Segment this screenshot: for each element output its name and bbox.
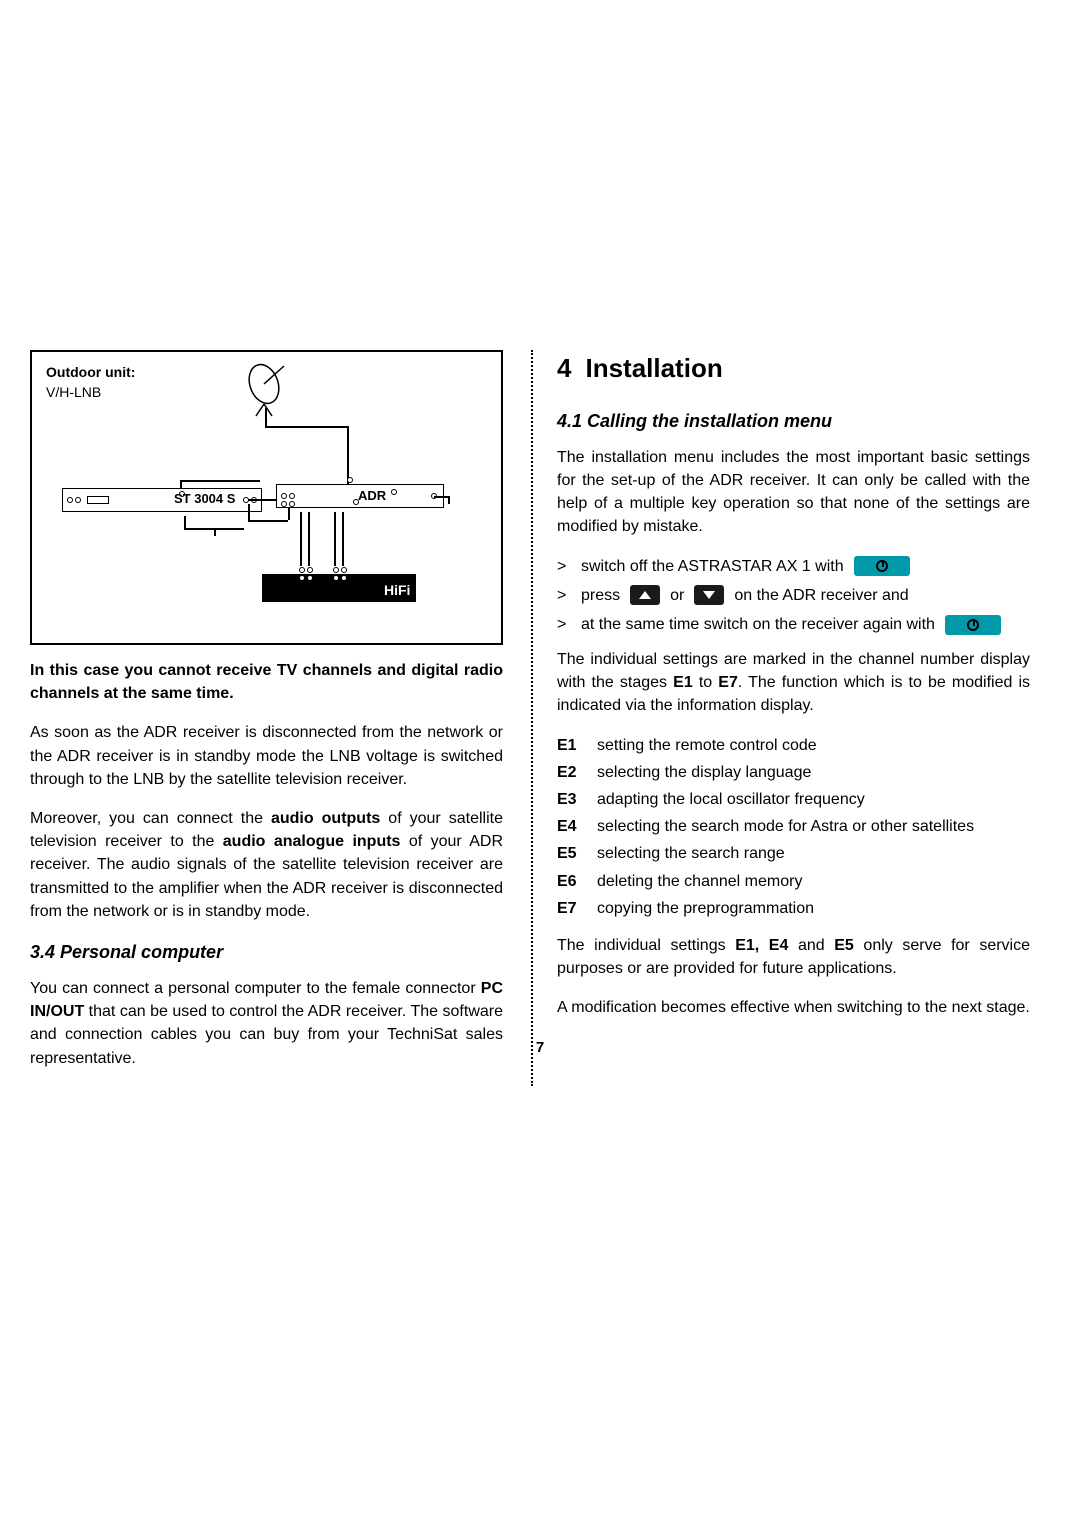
disconnect-para: As soon as the ADR receiver is disconnec… <box>30 721 503 791</box>
page-number: 7 <box>536 1039 544 1056</box>
e-val: setting the remote control code <box>597 734 817 757</box>
e-row: E4 selecting the search mode for Astra or… <box>557 815 1030 838</box>
pc-para: You can connect a personal computer to t… <box>30 977 503 1070</box>
page-root: Outdoor unit: V/H-LNB <box>0 0 1080 1526</box>
left-column: Outdoor unit: V/H-LNB <box>30 350 503 1086</box>
step-1-text: switch off the ASTRASTAR AX 1 with <box>581 555 844 578</box>
e-key: E4 <box>557 815 585 838</box>
audio-pre: Moreover, you can connect the <box>30 810 271 827</box>
step-2-text-a: press <box>581 584 620 607</box>
power-button-2[interactable] <box>945 615 1001 635</box>
e-val: deleting the channel memory <box>597 870 802 893</box>
e-row: E6 deleting the channel memory <box>557 870 1030 893</box>
e-key: E3 <box>557 788 585 811</box>
e-row: E1 setting the remote control code <box>557 734 1030 757</box>
serve-mid: and <box>788 937 834 954</box>
audio-outputs-bold: audio outputs <box>271 810 380 827</box>
wiring-diagram: Outdoor unit: V/H-LNB <box>30 350 503 645</box>
service-para: The individual settings E1, E4 and E5 on… <box>557 934 1030 980</box>
step-marker: > <box>557 613 571 636</box>
same-time-note: In this case you cannot receive TV chann… <box>30 659 503 705</box>
stages-para: The individual settings are marked in th… <box>557 648 1030 718</box>
step-2-text-c: on the ADR receiver and <box>734 584 908 607</box>
e-key: E6 <box>557 870 585 893</box>
e-key: E5 <box>557 842 585 865</box>
install-intro: The installation menu includes the most … <box>557 446 1030 539</box>
stages-mid: to <box>693 674 719 691</box>
down-icon <box>703 591 715 599</box>
e-val: adapting the local oscillator frequency <box>597 788 865 811</box>
step-3: > at the same time switch on the receive… <box>557 613 1030 636</box>
adr-label: ADR <box>358 487 386 506</box>
stages-e7: E7 <box>718 674 738 691</box>
step-2: > press or on the ADR receiver and <box>557 584 1030 607</box>
serve-pre: The individual settings <box>557 937 735 954</box>
st3004s-label: ST 3004 S <box>174 490 235 509</box>
outdoor-unit-sublabel: V/H-LNB <box>46 382 101 402</box>
step-marker: > <box>557 584 571 607</box>
step-2-text-b: or <box>670 584 684 607</box>
right-column: 4 Installation 4.1 Calling the installati… <box>531 350 1030 1086</box>
e-settings-list: E1 setting the remote control code E2 sele… <box>557 734 1030 920</box>
chapter-title: Installation <box>585 353 722 383</box>
up-button[interactable] <box>630 585 660 605</box>
stages-e1: E1 <box>673 674 693 691</box>
pc-post: that can be used to control the ADR rece… <box>30 1003 503 1066</box>
e-row: E5 selecting the search range <box>557 842 1030 865</box>
outdoor-unit-label: Outdoor unit: <box>46 362 135 382</box>
step-1: > switch off the ASTRASTAR AX 1 with <box>557 555 1030 578</box>
section-3-4-heading: 3.4 Personal computer <box>30 939 503 965</box>
e-row: E7 copying the preprogrammation <box>557 897 1030 920</box>
two-column-layout: Outdoor unit: V/H-LNB <box>30 350 1030 1086</box>
modification-para: A modification becomes effective when sw… <box>557 996 1030 1019</box>
pc-pre: You can connect a personal computer to t… <box>30 980 481 997</box>
audio-para: Moreover, you can connect the audio outp… <box>30 807 503 923</box>
down-button[interactable] <box>694 585 724 605</box>
chapter-4-heading: 4 Installation <box>557 350 1030 388</box>
e-val: copying the preprogrammation <box>597 897 814 920</box>
power-button[interactable] <box>854 556 910 576</box>
e-key: E2 <box>557 761 585 784</box>
e-key: E1 <box>557 734 585 757</box>
section-4-1-heading: 4.1 Calling the installation menu <box>557 408 1030 434</box>
e-key: E7 <box>557 897 585 920</box>
e-row: E2 selecting the display language <box>557 761 1030 784</box>
chapter-number: 4 <box>557 353 571 383</box>
audio-inputs-bold: audio analogue inputs <box>223 833 401 850</box>
hifi-label: HiFi <box>384 580 410 600</box>
power-icon <box>876 560 888 572</box>
e-val: selecting the display language <box>597 761 811 784</box>
step-3-text: at the same time switch on the receiver … <box>581 613 935 636</box>
e-row: E3 adapting the local oscillator frequenc… <box>557 788 1030 811</box>
serve-b1: E1, E4 <box>735 937 788 954</box>
step-marker: > <box>557 555 571 578</box>
up-icon <box>639 591 651 599</box>
e-val: selecting the search mode for Astra or o… <box>597 815 974 838</box>
serve-b2: E5 <box>834 937 854 954</box>
power-icon <box>967 619 979 631</box>
e-val: selecting the search range <box>597 842 785 865</box>
